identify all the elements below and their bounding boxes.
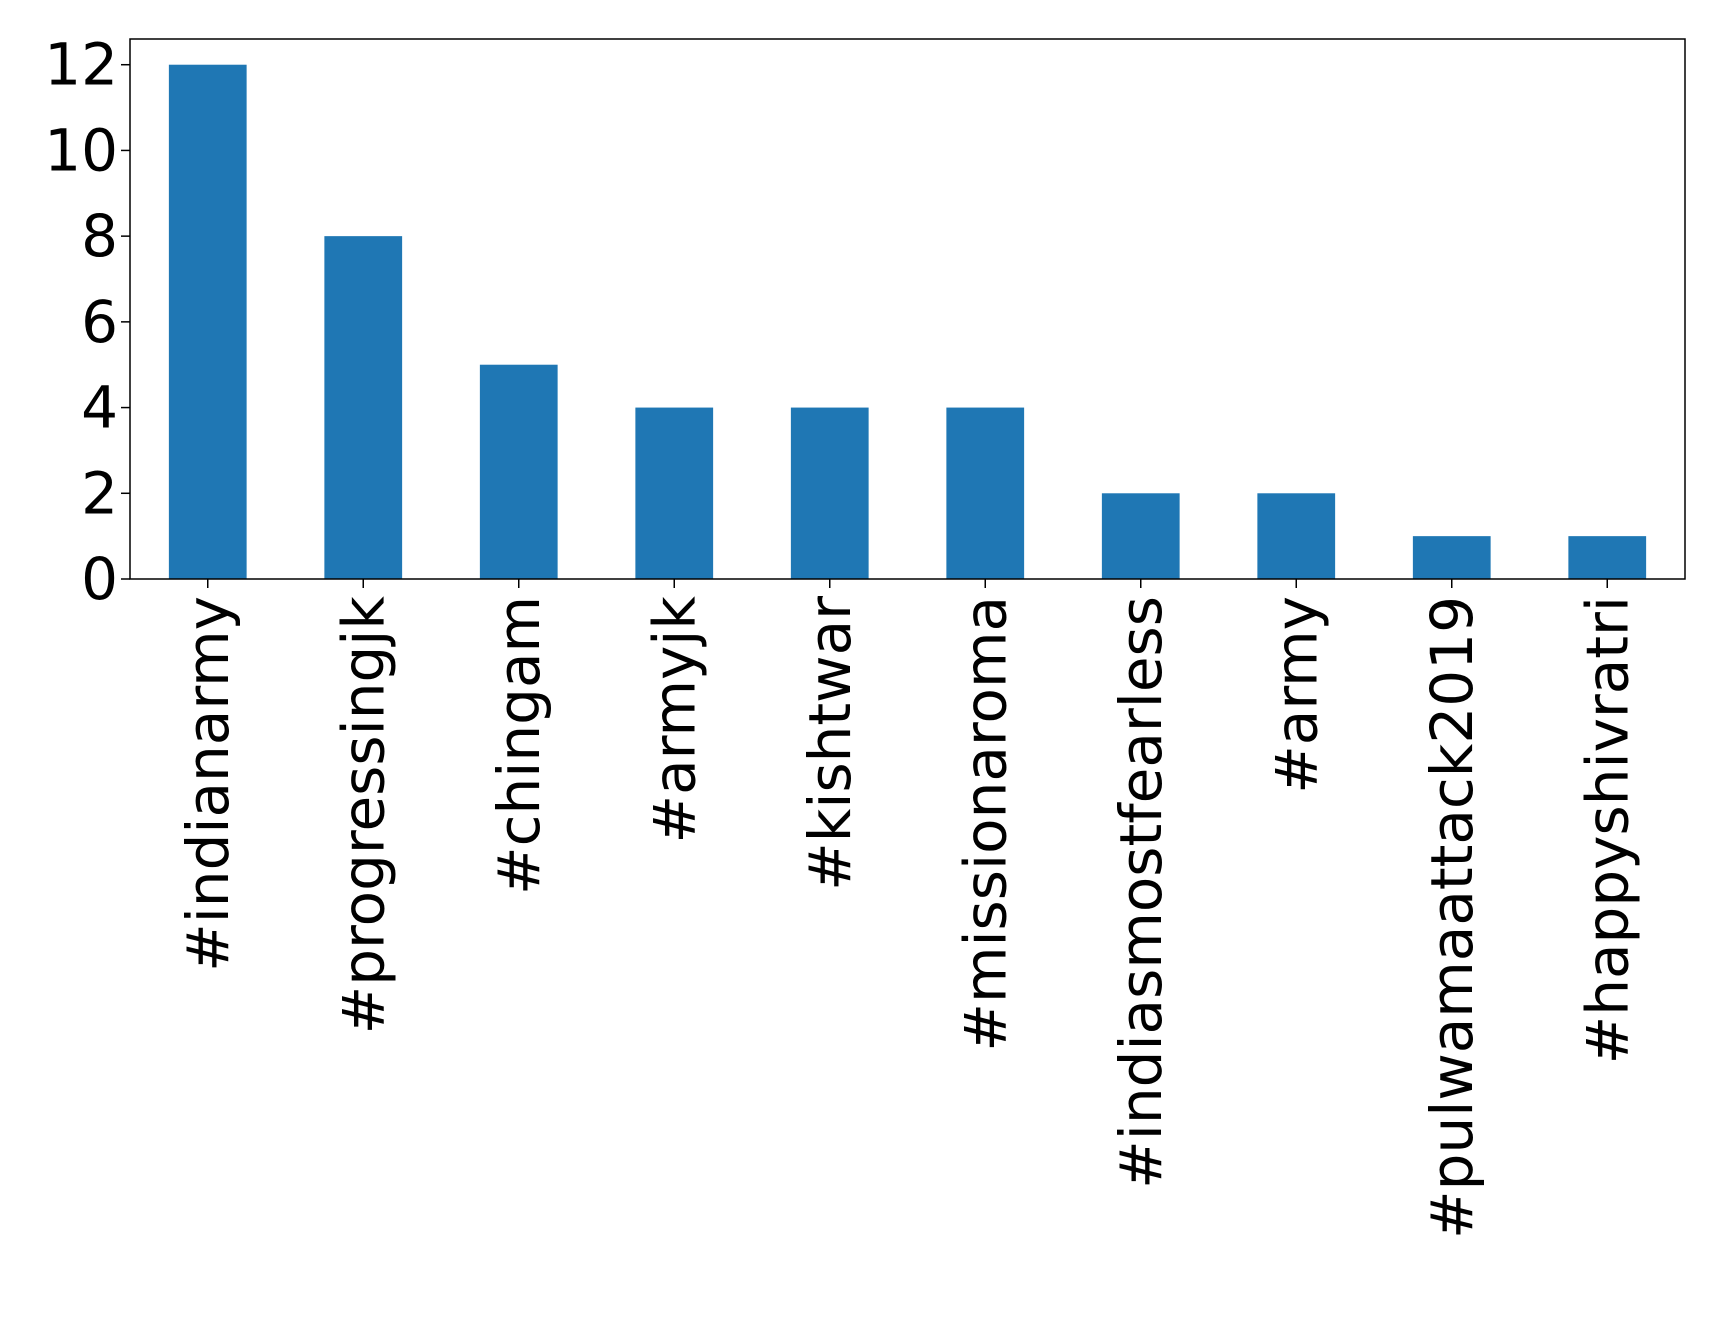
x-tick-label: #army: [1262, 596, 1330, 794]
x-tick-label: #indianarmy: [174, 596, 242, 972]
bar-missionaroma: [946, 407, 1025, 579]
y-tick-label: 10: [44, 116, 118, 184]
bar-pulwamaattack2019: [1412, 536, 1491, 579]
bar-indianarmy: [168, 64, 247, 579]
bar-indiasmostfearless: [1101, 493, 1180, 579]
y-tick-label: 8: [81, 202, 118, 270]
bar-chingam: [479, 364, 558, 579]
y-tick-label: 2: [81, 459, 118, 527]
bar-army: [1257, 493, 1336, 579]
x-tick-label: #progressingjk: [329, 596, 397, 1035]
x-tick-label: #kishtwar: [796, 596, 864, 891]
x-axis: #indianarmy #progressingjk #chingam #armyjk…: [174, 579, 1641, 1239]
y-tick-label: 4: [81, 374, 118, 442]
y-tick-label: 12: [44, 31, 118, 99]
x-tick-label: #pulwamaattack2019: [1418, 596, 1486, 1239]
bar-armyjk: [635, 407, 714, 579]
y-tick-label: 0: [81, 545, 118, 613]
x-tick-label: #happyshivratri: [1573, 596, 1641, 1064]
y-tick-label: 6: [81, 288, 118, 356]
plot-frame: [129, 38, 1686, 580]
x-tick-label: #missionaroma: [951, 596, 1019, 1052]
x-tick-label: #indiasmostfearless: [1107, 596, 1175, 1189]
y-axis: 0 2 4 6 8 10 12: [44, 31, 130, 613]
bar-kishtwar: [790, 407, 869, 579]
bar-progressingjk: [324, 236, 403, 579]
x-tick-label: #armyjk: [640, 596, 708, 844]
bars-layer: [168, 64, 1647, 579]
x-tick-label: #chingam: [485, 596, 553, 895]
bar-happyshivratri: [1568, 536, 1647, 579]
